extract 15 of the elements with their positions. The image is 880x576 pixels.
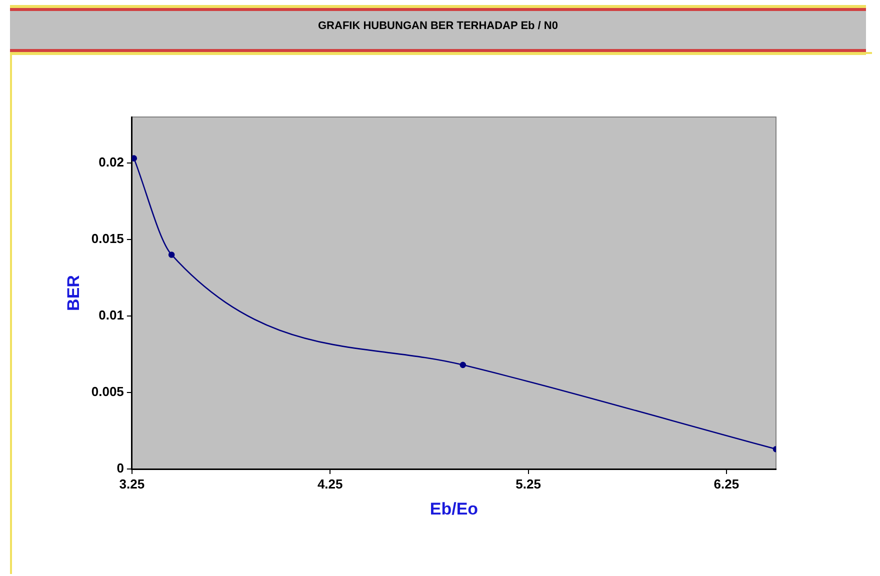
point <box>132 155 138 162</box>
y-tick-label: 0.015 <box>91 231 124 246</box>
y-tick-label: 0.005 <box>91 384 124 400</box>
x-tick-label: 4.25 <box>317 476 343 492</box>
y-tick-label: 0.01 <box>98 308 124 323</box>
x-tick-label: 3.25 <box>119 476 145 492</box>
x-tick-label: 6.25 <box>714 476 740 492</box>
x-axis-title: Eb/Eo <box>430 499 478 518</box>
point <box>460 362 466 368</box>
chart-title: GRAFIK HUBUNGAN BER TERHADAP Eb / N0 <box>10 8 866 52</box>
x-tick-label: 5.25 <box>516 476 541 492</box>
y-tick-label: 0 <box>116 460 124 476</box>
point <box>168 252 175 258</box>
y-axis-title: BER <box>64 275 83 311</box>
y-tick-label: 0.02 <box>98 154 124 170</box>
